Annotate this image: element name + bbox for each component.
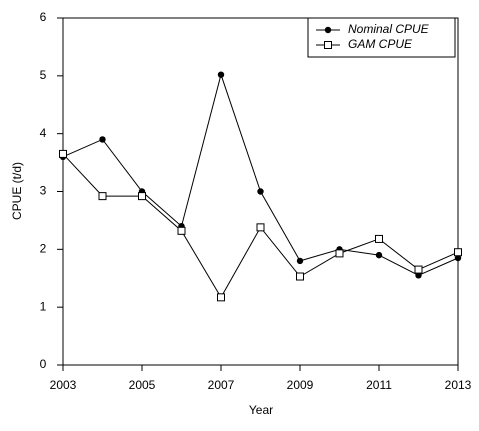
x-axis-label: Year — [249, 403, 273, 417]
y-tick-label: 1 — [40, 299, 47, 313]
data-point — [335, 249, 344, 258]
series-line — [62, 72, 459, 276]
data-point — [59, 149, 67, 158]
y-tick-label: 4 — [40, 126, 47, 140]
x-tick-label: 2011 — [366, 378, 392, 392]
data-point — [138, 192, 146, 201]
data-point — [375, 251, 383, 259]
data-point — [257, 188, 264, 195]
x-tick-label: 2013 — [445, 378, 472, 392]
y-axis-label: CPUE (t/d) — [10, 162, 24, 220]
data-point — [414, 265, 423, 274]
x-tick-label: 2009 — [287, 378, 314, 392]
y-tick-label: 5 — [40, 68, 47, 82]
legend-label: Nominal CPUE — [348, 22, 430, 36]
y-tick-label: 2 — [40, 242, 47, 256]
data-point — [296, 257, 304, 265]
data-point — [217, 293, 225, 302]
x-tick-label: 2007 — [208, 378, 235, 392]
legend-label: GAM CPUE — [348, 37, 413, 51]
data-point — [177, 226, 186, 235]
data-point — [454, 254, 462, 262]
data-point — [217, 71, 225, 78]
data-point — [256, 223, 265, 232]
x-tick-label: 2003 — [50, 378, 77, 392]
legend-box — [307, 17, 456, 58]
legend-marker — [324, 41, 332, 49]
data-point — [296, 272, 304, 281]
y-tick-label: 6 — [40, 10, 47, 24]
data-point — [415, 272, 422, 279]
data-point — [98, 192, 107, 201]
data-point — [375, 234, 383, 243]
data-point — [99, 136, 106, 143]
x-tick-label: 2005 — [129, 378, 156, 392]
data-point — [454, 248, 462, 257]
y-tick-label: 3 — [40, 184, 47, 198]
legend-marker — [324, 26, 332, 34]
y-tick-label: 0 — [40, 357, 47, 371]
